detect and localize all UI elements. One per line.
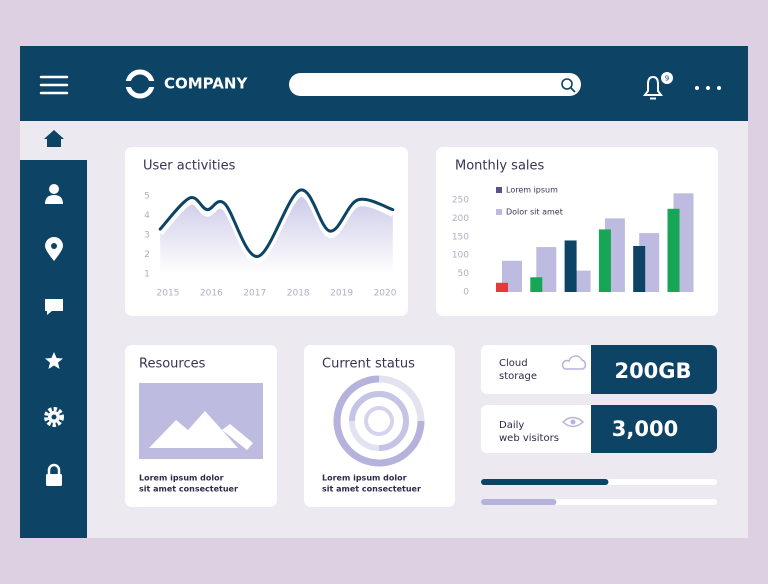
card-title: Resources — [139, 357, 206, 372]
menu-button[interactable] — [39, 75, 69, 95]
progress-fill — [481, 499, 557, 505]
x-tick-label: 2016 — [200, 289, 223, 299]
star-icon[interactable] — [45, 352, 63, 369]
bar — [564, 240, 577, 292]
search-bar[interactable] — [289, 73, 581, 96]
y-tick-label: 0 — [463, 288, 469, 298]
lock-icon[interactable] — [46, 463, 62, 486]
bar — [598, 229, 611, 292]
card-title: User activities — [143, 159, 236, 174]
mountains — [149, 411, 253, 450]
search-icon[interactable] — [561, 78, 576, 93]
caption: Lorem ipsum dolor — [139, 474, 224, 483]
caption: Lorem ipsum dolor — [322, 474, 407, 483]
stat-card — [481, 405, 717, 453]
more-menu[interactable] — [695, 86, 721, 90]
y-tick-label: 250 — [452, 195, 469, 205]
location-icon[interactable] — [45, 237, 63, 261]
y-tick-label: 150 — [452, 232, 469, 242]
y-tick-label: 2 — [144, 250, 150, 260]
chat-icon[interactable] — [45, 299, 63, 315]
stat-label: Daily — [499, 420, 524, 431]
caption: sit amet consectetuer — [139, 485, 238, 494]
y-tick-label: 100 — [452, 251, 469, 261]
bar — [667, 208, 680, 292]
bar — [633, 245, 646, 292]
stat-card — [481, 345, 717, 394]
charts: 1 2 3 4 5 2015 2016 2017 2018 2019 2020 0 50 100 150 20… — [144, 186, 717, 505]
caption: sit amet consectetuer — [322, 485, 421, 494]
logo — [124, 69, 156, 99]
notification-bell[interactable] — [643, 72, 673, 100]
status-rings — [333, 375, 425, 467]
card-title: Monthly sales — [455, 159, 545, 174]
bar — [496, 282, 508, 292]
y-tick-label: 4 — [144, 211, 150, 221]
notification-count: 9 — [665, 75, 669, 83]
settings-icon[interactable] — [44, 407, 64, 427]
line — [158, 188, 395, 258]
x-tick-label: 2020 — [374, 289, 397, 299]
x-tick-label: 2018 — [287, 289, 310, 299]
current-status-card — [304, 345, 455, 507]
legend-swatch — [496, 209, 502, 215]
y-tick-label: 200 — [452, 214, 469, 224]
stat-label: storage — [499, 371, 537, 382]
stat-label: web visitors — [499, 433, 559, 444]
bar — [530, 277, 543, 292]
card-title: Current status — [322, 357, 415, 372]
stat-label: Cloud — [499, 358, 528, 369]
stat-value: 200GB — [614, 359, 691, 383]
y-tick-label: 50 — [458, 269, 470, 279]
home-icon[interactable] — [44, 130, 64, 147]
y-tick-label: 3 — [144, 231, 150, 241]
legend-label: Lorem ipsum — [506, 186, 558, 195]
legend-label: Dolor sit amet — [506, 208, 563, 217]
line-shadow — [157, 191, 394, 264]
y-tick-label: 5 — [144, 192, 150, 202]
user-icon[interactable] — [45, 184, 63, 204]
legend-swatch — [496, 187, 502, 193]
company-name: COMPANY — [164, 75, 248, 93]
x-tick-label: 2015 — [157, 289, 180, 299]
stat-value: 3,000 — [612, 417, 678, 441]
progress-fill — [481, 479, 609, 485]
x-tick-label: 2017 — [243, 289, 266, 299]
x-tick-label: 2019 — [330, 289, 353, 299]
y-tick-label: 1 — [144, 270, 150, 280]
